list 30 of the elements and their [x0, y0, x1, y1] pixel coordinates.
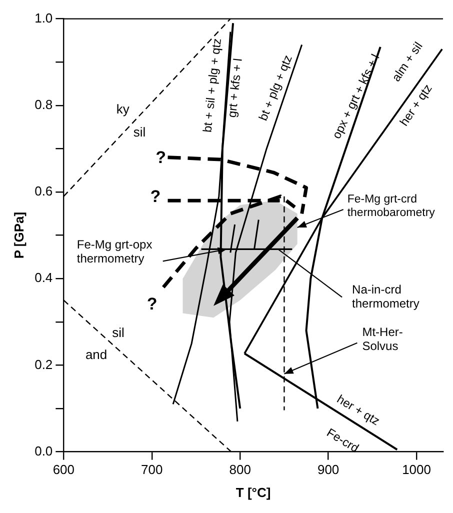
- annotation: ky: [116, 101, 130, 116]
- x-tick-label: 800: [229, 462, 251, 478]
- y-axis-title: P [GPa]: [11, 212, 26, 259]
- annotation: bt + plg + qtz: [256, 53, 295, 123]
- annotation: sil: [112, 325, 125, 340]
- x-tick-label: 700: [141, 462, 163, 478]
- x-tick-label: 1000: [402, 462, 431, 478]
- annotation: her + qtz: [396, 82, 435, 128]
- x-tick-label: 900: [317, 462, 340, 478]
- annotation: ?: [150, 186, 161, 206]
- annotation: her + qtz: [334, 392, 382, 428]
- annotation: and: [85, 346, 108, 362]
- annotation: Mt-Her- Solvus: [362, 325, 403, 354]
- y-tick-label: 0.4: [34, 270, 53, 286]
- x-axis-title: T [°C]: [236, 484, 271, 500]
- annotation: Na-in-crd thermometry: [352, 282, 420, 310]
- annotation: grt + kfs + l: [224, 58, 245, 118]
- y-tick-label: 0.0: [34, 443, 53, 458]
- annotation: Fe-Mg grt-opx thermometry: [76, 237, 152, 266]
- annotation: Fe-Mg grt-crd thermobarometry: [347, 194, 436, 220]
- x-tick-label: 600: [52, 462, 75, 478]
- y-tick-label: 0.2: [34, 356, 53, 372]
- annotation: sil: [133, 124, 146, 140]
- annotation: ?: [156, 148, 166, 167]
- annotation: alm + sil: [388, 39, 426, 84]
- y-tick-label: 0.8: [34, 96, 53, 112]
- annotation: ?: [146, 294, 158, 314]
- y-tick-label: 1.0: [34, 10, 53, 26]
- annotation: bt + sil + plg + qtz: [200, 38, 224, 134]
- y-tick-label: 0.6: [34, 184, 53, 199]
